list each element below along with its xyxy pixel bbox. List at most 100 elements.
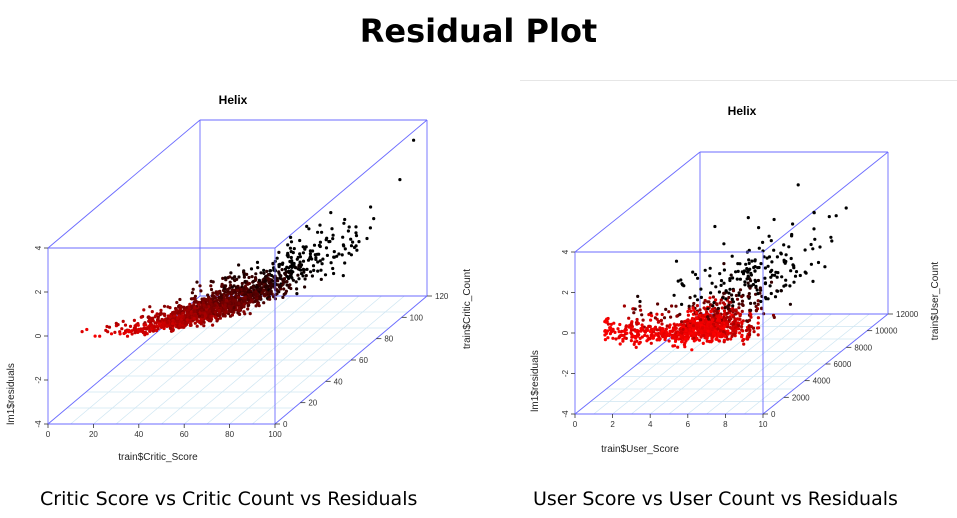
left-box-edge [274, 119, 428, 249]
right-point [736, 269, 740, 273]
left-point [209, 287, 214, 292]
left-point [263, 285, 267, 289]
right-point [775, 255, 779, 259]
right-point [708, 274, 712, 278]
right-point [779, 251, 783, 255]
right-point [635, 317, 639, 322]
right-point [680, 320, 684, 324]
left-point [128, 324, 133, 328]
left-point [151, 316, 155, 320]
left-point [268, 269, 273, 273]
left-point [266, 291, 270, 295]
left-point [323, 273, 328, 277]
right-point [722, 309, 727, 313]
left-point [257, 282, 261, 286]
left-point [320, 262, 324, 266]
left-point [206, 310, 210, 314]
left-y-tick-label: 4 [34, 245, 43, 250]
right-point [735, 297, 740, 301]
left-point [233, 299, 237, 303]
right-point [674, 259, 679, 263]
right-point [716, 306, 720, 311]
left-point [136, 330, 140, 334]
left-point [248, 312, 252, 316]
left-point [289, 286, 293, 291]
right-point [754, 284, 758, 288]
right-point [803, 270, 807, 274]
left-point [234, 302, 238, 306]
left-point [132, 318, 136, 322]
left-point [330, 227, 334, 231]
left-point [242, 275, 246, 279]
left-point [303, 247, 307, 251]
left-point [354, 231, 358, 235]
left-point [230, 310, 234, 314]
right-point [789, 269, 793, 273]
right-point [763, 266, 767, 270]
left-zlabel: train$Critic_Count [462, 269, 473, 349]
left-point [281, 261, 285, 265]
right-point [722, 313, 726, 317]
left-x-tick-label: 80 [225, 430, 234, 439]
left-point [349, 253, 353, 257]
left-point [355, 248, 359, 252]
left-point [329, 211, 333, 215]
left-point [314, 256, 318, 260]
right-point [702, 306, 706, 310]
right-point [680, 340, 684, 344]
left-point [204, 305, 209, 309]
left-point [150, 310, 154, 314]
left-point [148, 305, 152, 309]
left-title: Helix [219, 93, 248, 107]
right-point [698, 313, 702, 317]
left-point [242, 270, 246, 274]
left-z-tick-label: 100 [410, 313, 424, 322]
left-point [201, 301, 205, 305]
right-point [630, 335, 634, 339]
right-point [714, 298, 718, 302]
left-point [278, 284, 283, 288]
slide-title: Residual Plot [359, 12, 598, 50]
left-point [288, 259, 292, 264]
right-point [812, 227, 816, 231]
right-point [711, 304, 715, 308]
right-point [704, 320, 708, 324]
right-point [717, 315, 721, 320]
left-point [158, 319, 162, 323]
right-point [688, 296, 692, 300]
left-point [357, 240, 361, 244]
right-point [609, 326, 613, 330]
left-point [237, 307, 241, 312]
right-point [688, 319, 692, 323]
right-point [702, 301, 706, 305]
left-point [275, 256, 279, 260]
left-point [246, 298, 250, 302]
left-point [143, 326, 147, 330]
right-point [775, 275, 779, 279]
right-box-edge [574, 151, 701, 253]
left-point [228, 301, 232, 305]
left-point [143, 330, 147, 334]
left-point [130, 332, 134, 336]
right-point [616, 327, 620, 331]
right-point [723, 302, 727, 306]
left-point [278, 276, 282, 280]
left-z-tick-label: 120 [435, 292, 449, 301]
left-point [332, 255, 336, 259]
left-x-tick-label: 60 [180, 430, 189, 439]
right-point [803, 248, 807, 252]
right-point [844, 206, 848, 210]
left-point [133, 324, 137, 328]
left-point [295, 287, 299, 291]
left-point [280, 268, 284, 272]
right-point [776, 271, 780, 275]
right-point [695, 298, 700, 302]
right-point [640, 323, 644, 327]
right-point [784, 259, 788, 264]
left-point [317, 252, 321, 256]
left-point [368, 226, 372, 230]
left-point [312, 268, 316, 272]
right-point [635, 320, 639, 324]
left-point [215, 319, 219, 323]
left-point [286, 251, 290, 255]
